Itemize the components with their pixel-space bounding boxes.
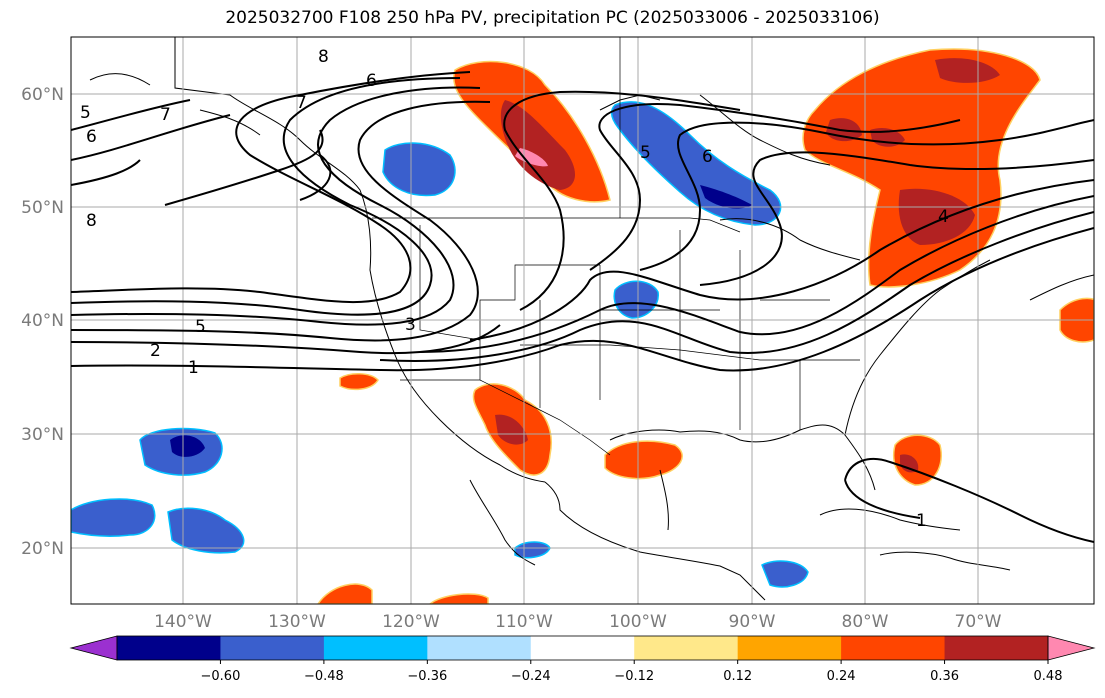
political-borders (372, 37, 860, 456)
colorbar-tick-label: −0.60 (201, 669, 241, 684)
colorbar: −0.60 −0.48 −0.36 −0.24 −0.12 0.12 0.24 0.36 0.4… (69, 635, 1096, 684)
contour-label: 6 (702, 147, 713, 167)
lon-label-70w: 70°W (955, 612, 1002, 632)
colorbar-segment (117, 636, 221, 660)
colorbar-tick-label: −0.48 (304, 669, 344, 684)
contour-label: 1 (916, 511, 927, 531)
colorbar-ticks: −0.60 −0.48 −0.36 −0.24 −0.12 0.12 0.24 0.36 0.4… (201, 660, 1063, 684)
colorbar-frame (116, 635, 1049, 661)
lon-label-80w: 80°W (842, 612, 889, 632)
contour-label: 2 (150, 341, 161, 361)
contour-label: 8 (86, 211, 97, 231)
contour-label: 6 (366, 71, 377, 91)
contour-label: 7 (160, 105, 171, 125)
colorbar-tick-label: 0.12 (723, 669, 752, 684)
lon-label-140w: 140°W (154, 612, 212, 632)
lon-label-110w: 110°W (495, 612, 553, 632)
colorbar-segment (427, 636, 532, 660)
colorbar-tick-label: 0.36 (930, 669, 959, 684)
map-title: 2025032700 F108 250 hPa PV, precipitatio… (225, 8, 880, 28)
lat-label-50n: 50°N (21, 198, 64, 218)
contour-label: 5 (195, 317, 206, 337)
colorbar-segments (117, 636, 1049, 660)
contour-labels: 5 6 7 8 6 7 8 6 5 4 5 3 2 1 1 (80, 47, 949, 531)
lat-label-30n: 30°N (21, 425, 64, 445)
colorbar-segment (530, 636, 635, 660)
colorbar-right-arrow (1047, 635, 1096, 661)
colorbar-segment (944, 636, 1049, 660)
contour-label: 3 (405, 315, 416, 335)
lon-label-90w: 90°W (729, 612, 776, 632)
contour-label: 7 (296, 93, 307, 113)
colorbar-segment (220, 636, 325, 660)
lon-label-120w: 120°W (382, 612, 440, 632)
precip-positive-regions (317, 48, 1094, 604)
contour-label: 8 (318, 47, 329, 67)
colorbar-segment (737, 636, 842, 660)
lat-label-20n: 20°N (21, 539, 64, 559)
lat-label-60n: 60°N (21, 85, 64, 105)
colorbar-segment (634, 636, 739, 660)
contour-label: 4 (938, 207, 949, 227)
lon-label-100w: 100°W (609, 612, 667, 632)
contour-label: 6 (86, 127, 97, 147)
contour-label: 5 (80, 103, 91, 123)
lat-label-40n: 40°N (21, 311, 64, 331)
precip-negative-regions (71, 101, 809, 588)
colorbar-segment (841, 636, 946, 660)
pv-contours (71, 71, 1094, 543)
colorbar-left-arrow (69, 635, 118, 661)
contour-label: 1 (188, 358, 199, 378)
contour-label: 5 (640, 143, 651, 163)
latitude-labels: 60°N 50°N 40°N 30°N 20°N (21, 85, 64, 559)
lon-label-130w: 130°W (268, 612, 326, 632)
colorbar-segment (323, 636, 428, 660)
colorbar-tick-label: −0.24 (511, 669, 551, 684)
longitude-labels: 140°W 130°W 120°W 110°W 100°W 90°W 80°W … (154, 612, 1002, 632)
colorbar-tick-label: −0.12 (614, 669, 654, 684)
colorbar-tick-label: −0.36 (407, 669, 447, 684)
map-frame (70, 36, 1095, 605)
colorbar-tick-label: 0.24 (827, 669, 856, 684)
colorbar-tick-label: 0.48 (1034, 669, 1063, 684)
